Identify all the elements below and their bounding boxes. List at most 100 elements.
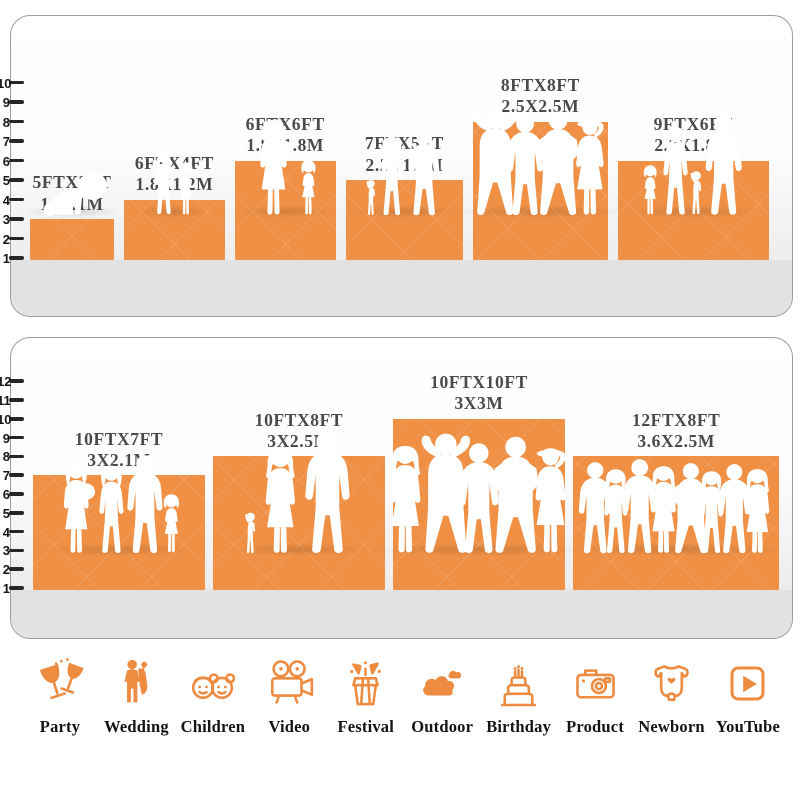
category-label: Newborn (638, 717, 705, 736)
silhouette-woman-baby (63, 463, 95, 553)
video-icon (270, 660, 313, 704)
panel-background: 5FTX3FT1.5X1M6FTX4FT1.8X1.2M6FTX6FT1.8X1… (11, 16, 792, 316)
axis-tick-label: 5 (2, 173, 10, 188)
silhouette-woman-dress (390, 445, 421, 553)
category-item-outdoor: Outdoor (406, 656, 478, 737)
wedding-icon (124, 659, 148, 703)
silhouette-girl-dress (301, 160, 316, 215)
backdrop-bar-10ftx8ft: 10FTX8FT 3X2.5M (213, 410, 385, 590)
axis-tick (9, 100, 24, 104)
youtube-icon (730, 666, 765, 701)
silhouette-woman-dress (651, 466, 677, 553)
silhouette-woman-hand-head (535, 448, 566, 553)
silhouette-toddler (690, 171, 702, 215)
silhouette-woman (381, 136, 404, 216)
axis-tick-label: 10 (0, 75, 12, 91)
size-chart-panel-medium: 10FTX7FT 3X2.1M 10FTX8FT 3X2.5M 10FTX10FT 3X3… (0, 337, 793, 639)
axis-tick (9, 435, 24, 440)
backdrop-size-m: 3X2.5M (267, 431, 331, 452)
silhouette-woman-hand-head (576, 119, 604, 215)
category-item-youtube: YouTube (712, 656, 784, 737)
silhouette-toddler (245, 512, 256, 553)
children-icon (192, 673, 236, 699)
silhouette-shadow (138, 205, 211, 218)
silhouette-group (63, 455, 180, 554)
backdrop-size-label: 12FTX8FT 3.6X2.5M (632, 410, 720, 453)
axis-tick (9, 586, 24, 590)
silhouette-group (260, 119, 316, 215)
axis-tick (9, 217, 24, 221)
backdrop-bar-12ftx8ft: 12FTX8FT 3.6X2.5M (561, 410, 791, 590)
silhouette-group (643, 114, 742, 215)
axis-tick (9, 178, 24, 182)
category-item-wedding: Wedding (100, 656, 172, 737)
category-label: Video (268, 717, 311, 736)
backdrop-size-label: 8FTX8FT 2.5X2.5M (501, 75, 580, 118)
silhouette-group (43, 172, 107, 216)
backdrop-bar-6ftx6ft: 6FTX6FT1.8X1.8M (234, 114, 336, 260)
backdrop-bar-8ftx8ft: 8FTX8FT 2.5X2.5M (452, 75, 629, 260)
silhouette-man (305, 429, 350, 553)
axis-tick-label: 6 (2, 153, 10, 169)
axis-tick (9, 492, 24, 496)
axis-tick (9, 454, 24, 459)
silhouette-man-hands-hips (537, 111, 580, 215)
panel-floor (11, 260, 792, 316)
backdrop-size-m: 3X2.1M (87, 449, 151, 470)
backdrop-size-ft: 6FTX4FT (134, 152, 214, 173)
silhouette-group (474, 110, 604, 215)
axis-tick-label: 1 (2, 251, 10, 266)
silhouette-woman (604, 469, 628, 554)
newborn-icon (654, 665, 689, 702)
festival-icon (350, 661, 382, 706)
birthday-icon (501, 665, 537, 707)
silhouette-woman (700, 471, 724, 554)
backdrop-bar-9ftx6ft: 9FTX6FT 2.7X1.8M (617, 114, 769, 260)
silhouette-man-hands-hips (492, 436, 539, 553)
backdrop-bar-6ftx4ft: 6FTX4FT 1.8X1.2M (124, 149, 225, 260)
category-item-birthday: Birthday (483, 656, 555, 737)
axis-tick-label: 8 (2, 114, 10, 130)
silhouette-group (245, 429, 350, 553)
axis-tick (9, 567, 24, 571)
axis-tick (9, 236, 24, 241)
backdrop-size-label: 10FTX8FT 3X2.5M (255, 410, 343, 453)
category-item-newborn: Newborn (636, 656, 708, 737)
axis-tick-label: 8 (2, 449, 10, 465)
axis-tick-label: 1 (2, 581, 10, 596)
backdrop-size-m: 3X3M (454, 393, 504, 414)
axis-tick (9, 529, 24, 534)
backdrop-size-ft: 12FTX8FT (631, 409, 721, 430)
backdrop-size-ft: 10FTX10FT (430, 372, 528, 393)
silhouette-man (705, 114, 742, 215)
silhouette-woman-dress (745, 469, 770, 553)
axis-tick-label: 4 (2, 192, 10, 208)
category-label: Outdoor (411, 717, 474, 736)
axis-tick (9, 417, 24, 421)
silhouette-man (459, 443, 499, 553)
silhouette-man (579, 462, 612, 554)
category-item-video: Video (253, 656, 325, 737)
category-item-party: Party (24, 656, 96, 737)
axis-tick-label: 2 (2, 562, 10, 578)
silhouette-man-hands-head (474, 110, 517, 215)
silhouette-man (127, 455, 163, 554)
product-icon (575, 669, 615, 699)
silhouette-man (409, 129, 441, 216)
silhouette-man (622, 459, 657, 554)
axis-tick-label: 11 (0, 393, 11, 408)
axis-tick (9, 80, 24, 85)
axis-tick (9, 511, 24, 515)
panel-floor (11, 590, 792, 638)
axis-tick-label: 2 (2, 231, 10, 247)
party-icon (39, 658, 84, 700)
silhouette-man (507, 114, 544, 215)
category-row: Party Wedding Children Video Festival Outdoor… (24, 656, 784, 737)
silhouette-woman (663, 127, 688, 215)
backdrop-size-ft: 10FTX7FT (74, 428, 164, 449)
backdrop-size-label: 10FTX10FT 3X3M (430, 372, 528, 415)
category-label: Product (566, 717, 625, 736)
silhouette-toddler (366, 179, 376, 215)
backdrop-bar-5ftx3ft: 5FTX3FT1.5X1M (23, 172, 121, 260)
backdrop-size-ft: 8FTX8FT (500, 74, 580, 95)
